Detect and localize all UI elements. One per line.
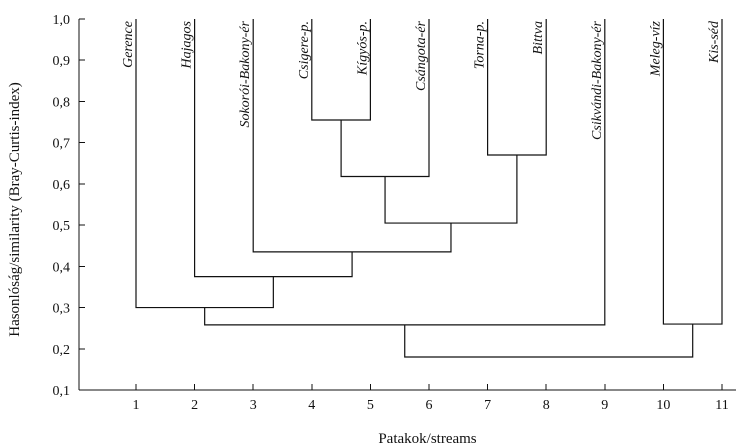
y-tick-label: 0,6	[53, 178, 71, 193]
leaf-label: Csikvándi-Bakony-ér	[590, 20, 605, 140]
y-tick-label: 0,9	[53, 54, 71, 69]
x-axis-title: Patakok/streams	[378, 431, 476, 447]
x-tick-label: 1	[133, 398, 140, 413]
leaf-labels: Gerence Hajagos Sokorói-Bakony-ér Csigere-p…	[121, 20, 722, 140]
leaf-label: Hajagos	[180, 20, 195, 69]
y-tick-label: 1,0	[53, 13, 71, 28]
leaf-label: Torna-p.	[473, 21, 488, 69]
x-tick-label: 11	[715, 398, 728, 413]
dendrogram-branch	[194, 19, 353, 278]
dendrogram-branch	[404, 324, 694, 358]
y-tick-label: 0,8	[53, 95, 71, 110]
dendrogram-branch	[662, 19, 723, 325]
x-tick-label: 4	[308, 398, 315, 413]
dendrogram-branch	[204, 19, 606, 326]
y-tick-label: 0,2	[53, 343, 71, 358]
y-axis-title: Hasonlóság/similarity (Bray-Curtis-index…	[7, 82, 23, 337]
dendrogram-branch	[384, 155, 518, 224]
leaf-label: Kígyós-p.	[355, 21, 370, 76]
y-tick-label: 0,3	[53, 302, 71, 317]
leaf-label: Kis-séd	[707, 20, 722, 64]
x-tick-label: 8	[543, 398, 550, 413]
axes: 0,1 0,2 0,3 0,4 0,5 0,6 0,7 0,8 0,9 1,0 1 2 3 4 5 6 7 8 9 1…	[53, 13, 736, 413]
x-tick-label: 5	[367, 398, 374, 413]
leaf-label: Csigere-p.	[297, 21, 312, 79]
y-tick-label: 0,5	[53, 219, 71, 234]
x-tick-label: 9	[601, 398, 608, 413]
leaf-label: Bittva	[531, 21, 546, 54]
y-tick-label: 0,7	[53, 137, 71, 152]
x-tick-label: 2	[191, 398, 198, 413]
leaf-label: Sokorói-Bakony-ér	[238, 20, 253, 127]
leaf-label: Csángota-ér	[414, 20, 429, 91]
x-tick-label: 6	[426, 398, 433, 413]
x-tick-label: 10	[656, 398, 670, 413]
x-tick-label: 3	[250, 398, 257, 413]
leaf-label: Meleg-víz	[648, 20, 663, 77]
y-tick-label: 0,1	[53, 384, 71, 399]
dendrogram-branches	[135, 19, 723, 358]
leaf-label: Gerence	[121, 21, 136, 68]
x-tick-label: 7	[484, 398, 491, 413]
y-tick-label: 0,4	[53, 260, 71, 275]
